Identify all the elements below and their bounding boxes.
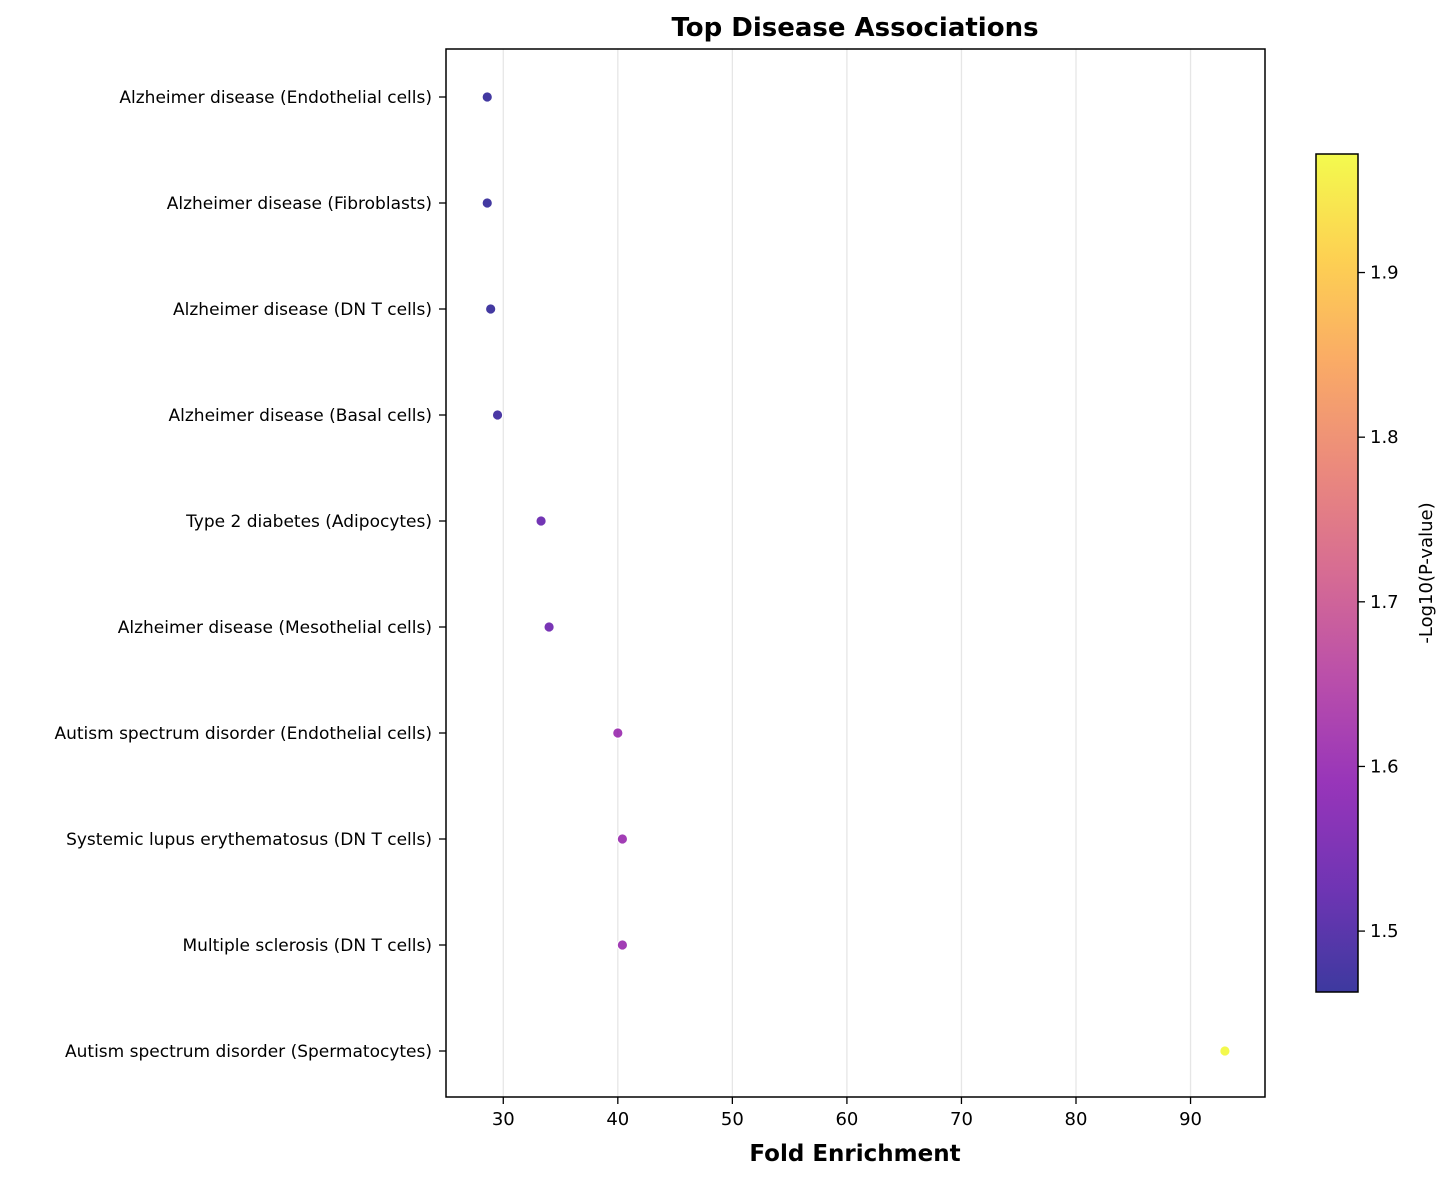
x-axis-label: Fold Enrichment [749,1141,960,1167]
x-axis: 30 40 50 60 70 80 90 [492,1097,1202,1130]
data-point [484,303,497,315]
x-tick-label: 70 [950,1109,973,1130]
y-tick-label: Autism spectrum disorder (Endothelial ce… [54,724,432,744]
chart-title: Top Disease Associations [671,13,1038,43]
colorbar-tick-label: 1.6 [1370,756,1399,777]
colorbar-tick-label: 1.7 [1370,592,1399,613]
plot-frame [445,48,1266,1098]
y-tick-label: Alzheimer disease (Mesothelial cells) [118,618,432,638]
grid-layer [502,49,1192,1097]
data-point [616,939,629,951]
colorbar-label: -Log10(P-value) [1416,502,1437,643]
colorbar: 1.5 1.6 1.7 1.8 1.9 [1315,153,1399,993]
x-tick-label: 90 [1179,1109,1202,1130]
y-axis: Alzheimer disease (Endothelial cells) Alz… [54,88,446,1062]
colorbar-tick-label: 1.8 [1370,427,1399,448]
colorbar-tick-label: 1.9 [1370,263,1399,284]
data-point [491,409,504,421]
y-tick-label: Multiple sclerosis (DN T cells) [182,936,432,956]
data-point [616,833,629,845]
y-tick-label: Alzheimer disease (DN T cells) [173,300,432,320]
y-tick-label: Systemic lupus erythematosus (DN T cells… [66,830,432,850]
x-tick-label: 40 [606,1109,629,1130]
x-tick-label: 50 [721,1109,744,1130]
plot-area [445,48,1266,1098]
data-point [1219,1045,1231,1057]
y-tick-label: Alzheimer disease (Basal cells) [169,406,432,426]
data-point [612,727,624,739]
data-point [481,91,494,103]
y-tick-label: Alzheimer disease (Endothelial cells) [119,88,432,108]
x-tick-label: 80 [1065,1109,1088,1130]
data-point [481,197,494,209]
y-tick-label: Autism spectrum disorder (Spermatocytes) [65,1042,432,1062]
x-tick-label: 30 [492,1109,515,1130]
x-tick-label: 60 [835,1109,858,1130]
y-tick-label: Alzheimer disease (Fibroblasts) [167,194,432,214]
data-points [481,91,1231,1057]
colorbar-gradient [1315,153,1359,993]
y-tick-label: Type 2 diabetes (Adipocytes) [185,512,432,532]
colorbar-tick-label: 1.5 [1370,921,1399,942]
data-point [543,621,555,633]
data-point [535,515,547,527]
